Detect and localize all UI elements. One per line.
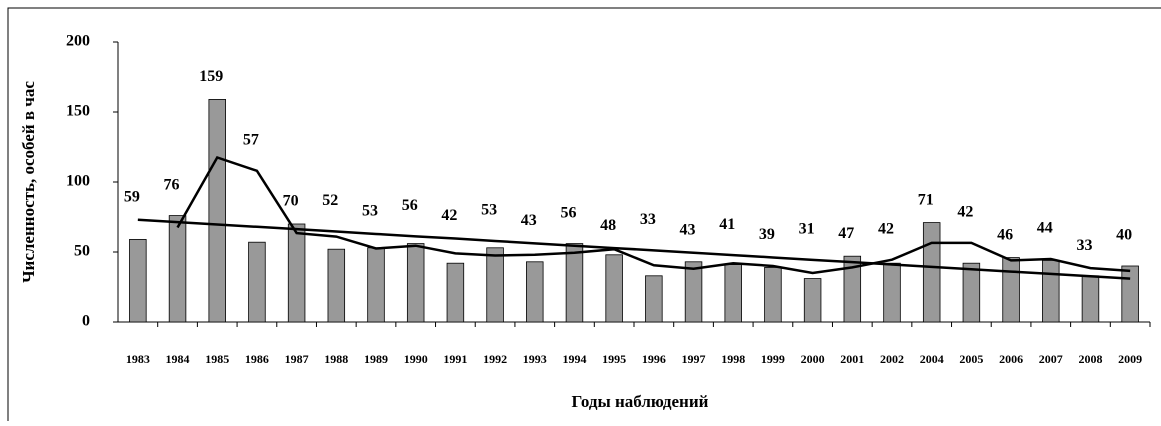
x-tick-label: 2009 [1118, 352, 1142, 366]
y-tick-label: 100 [66, 173, 90, 190]
x-tick-label: 1992 [483, 352, 507, 366]
x-tick-label: 1995 [602, 352, 626, 366]
data-label: 43 [680, 221, 696, 238]
bar [248, 241, 266, 323]
bar [843, 255, 862, 323]
bar [287, 223, 306, 323]
data-label: 33 [1076, 237, 1092, 254]
bar [605, 254, 623, 323]
bar [565, 243, 584, 323]
data-label: 31 [799, 221, 815, 238]
x-tick-label: 2001 [840, 352, 864, 366]
bar [406, 243, 425, 323]
data-label: 59 [124, 188, 140, 205]
x-tick-label: 2006 [999, 352, 1023, 366]
bar [208, 99, 226, 323]
bar [803, 278, 822, 323]
x-tick-label: 1986 [245, 352, 269, 366]
data-label: 53 [481, 202, 497, 219]
data-label: 47 [838, 225, 854, 242]
data-label: 52 [322, 192, 338, 209]
x-tick-label: 2000 [801, 352, 825, 366]
x-tick-label: 2004 [920, 352, 944, 366]
line-series [176, 155, 1131, 275]
data-label: 159 [199, 68, 223, 85]
x-tick-label: 1987 [285, 352, 309, 366]
bar [724, 264, 742, 323]
frame [7, 7, 1161, 421]
bar [764, 266, 782, 323]
x-tick-label: 1998 [721, 352, 745, 366]
bar [1002, 257, 1020, 323]
x-tick-label: 1990 [404, 352, 428, 366]
data-label: 76 [164, 176, 180, 193]
bar [1042, 259, 1060, 323]
bar [526, 261, 544, 323]
x-tick-label: 1999 [761, 352, 785, 366]
x-tick-label: 1991 [443, 352, 467, 366]
data-label: 33 [640, 211, 656, 228]
data-label: 42 [441, 207, 457, 224]
bar [962, 262, 981, 323]
data-label: 43 [521, 212, 537, 229]
y-tick-label: 50 [74, 243, 90, 260]
data-label: 46 [997, 226, 1013, 243]
bar [883, 262, 901, 323]
x-tick-label: 1984 [166, 352, 190, 366]
data-label: 40 [1116, 227, 1132, 244]
y-axis-title: Численность, особей в час [19, 81, 38, 283]
x-tick-label: 1985 [205, 352, 229, 366]
y-tick-label: 200 [66, 33, 90, 50]
data-label: 42 [878, 220, 894, 237]
bar [327, 248, 346, 323]
bar [684, 261, 703, 323]
x-tick-label: 1988 [324, 352, 348, 366]
data-label: 71 [918, 191, 934, 208]
data-label: 42 [957, 204, 973, 221]
x-tick-label: 1997 [682, 352, 706, 366]
x-tick-label: 2007 [1039, 352, 1063, 366]
data-label: 41 [719, 216, 735, 233]
x-tick-label: 1993 [523, 352, 547, 366]
x-axis-title: Годы наблюдений [572, 392, 709, 411]
data-label: 57 [243, 131, 259, 148]
bar [922, 222, 941, 323]
data-label: 56 [402, 197, 418, 214]
bar [486, 247, 504, 323]
x-tick-label: 2008 [1078, 352, 1102, 366]
x-tick-label: 2005 [959, 352, 983, 366]
bar [1081, 275, 1100, 323]
x-tick-label: 1994 [562, 352, 586, 366]
bar [168, 215, 187, 323]
data-label: 56 [560, 204, 576, 221]
x-tick-label: 1989 [364, 352, 388, 366]
bar [129, 238, 147, 323]
bar [645, 275, 663, 323]
bar [446, 262, 465, 323]
x-tick-label: 2002 [880, 352, 904, 366]
bar [1121, 265, 1139, 323]
data-label: 39 [759, 226, 775, 243]
data-label: 53 [362, 203, 378, 220]
bar [367, 247, 385, 323]
data-label: 70 [283, 193, 299, 210]
y-tick-label: 0 [82, 313, 90, 330]
data-label: 48 [600, 217, 616, 234]
data-label: 44 [1037, 220, 1053, 237]
x-tick-label: 1996 [642, 352, 666, 366]
y-tick-label: 150 [66, 103, 90, 120]
x-tick-label: 1983 [126, 352, 150, 366]
line-series [137, 218, 1131, 280]
